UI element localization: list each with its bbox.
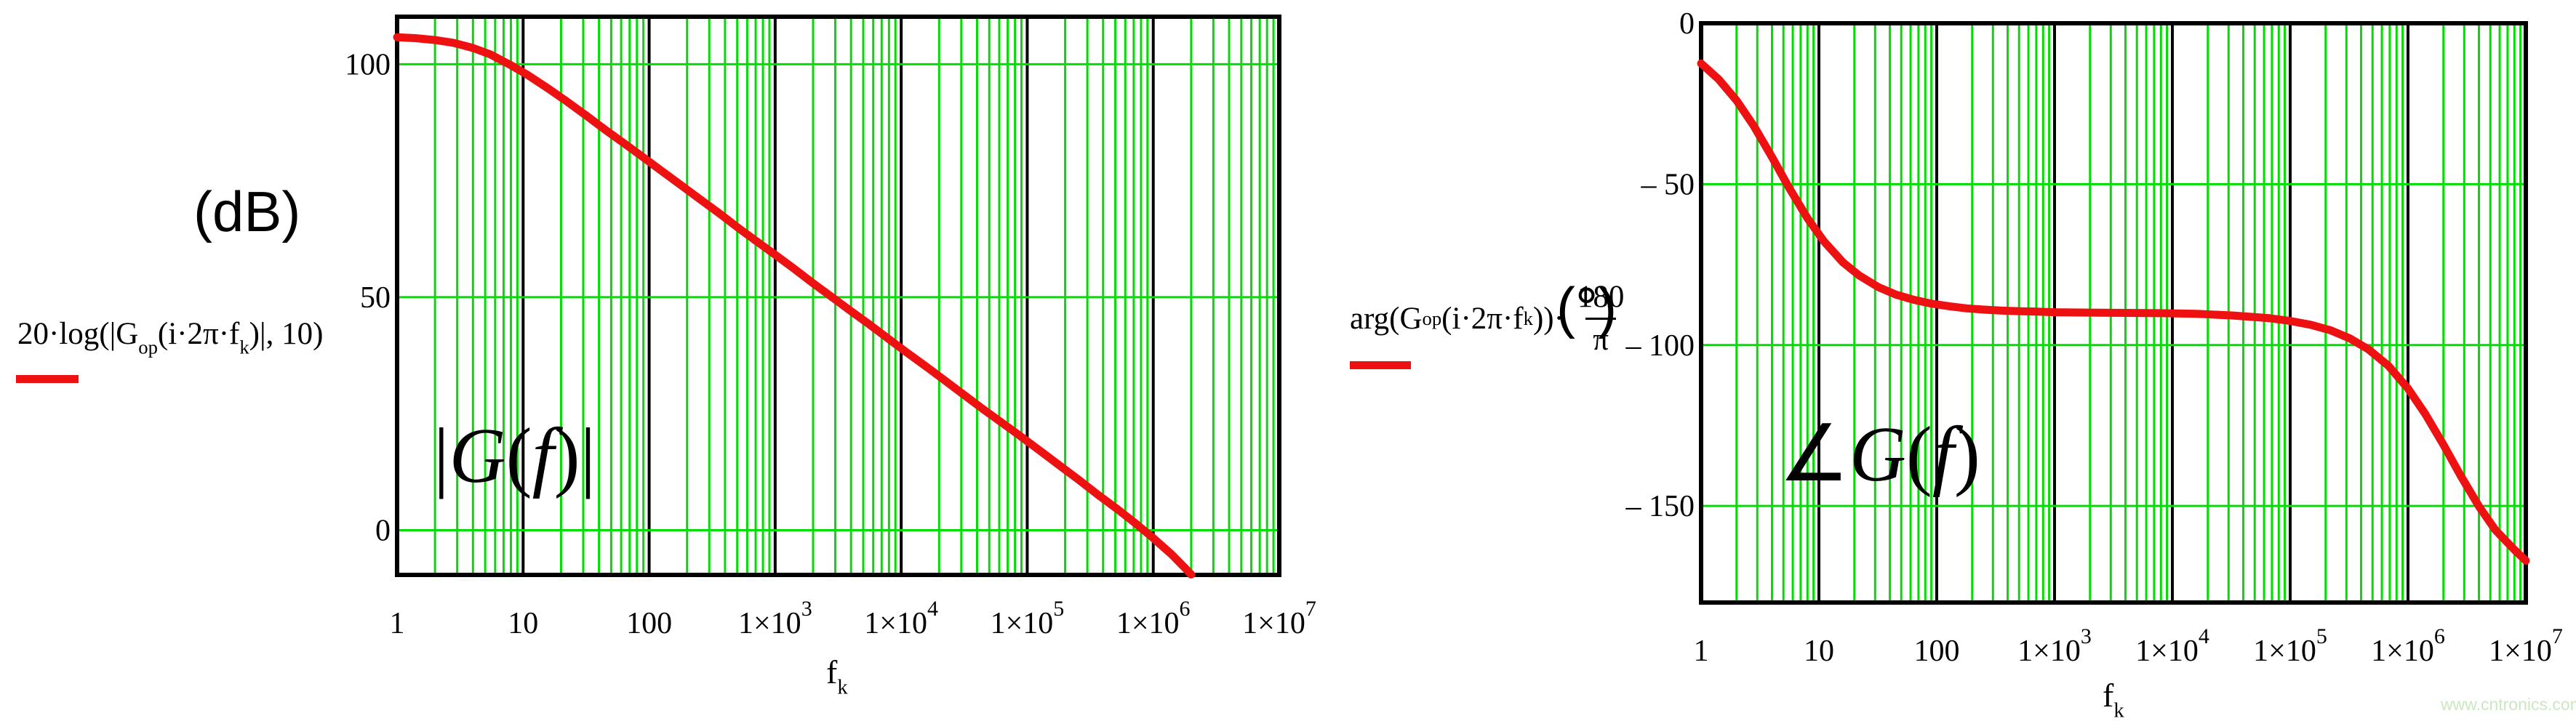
phase-x-tick-label: 1×107: [2489, 624, 2563, 668]
magnitude-y-tick-label: 100: [345, 48, 391, 81]
phase-x-axis-label: fk: [2103, 677, 2124, 721]
phase-y-tick-label: – 150: [1625, 490, 1695, 523]
phase-inner-label: ∠G(f): [1779, 411, 1980, 498]
magnitude-x-tick-label: 1×105: [991, 597, 1065, 640]
magnitude-x-tick-label: 10: [508, 607, 538, 640]
phase-unit-label: (°): [1556, 275, 1617, 339]
phase-x-tick-label: 1×106: [2371, 624, 2445, 668]
magnitude-inner-label: |G(f)|: [433, 413, 596, 499]
phase-legend-formula: arg(G op (i·2π·f k))· 180 π: [1350, 280, 1631, 357]
phase-y-tick-label: – 100: [1625, 329, 1695, 363]
phase-y-tick-label: 0: [1679, 7, 1695, 41]
magnitude-x-tick-label: 1×107: [1242, 597, 1316, 640]
magnitude-x-tick-label: 100: [626, 607, 672, 640]
magnitude-x-tick-label: 1×103: [738, 597, 812, 640]
phase-plot-border: [1699, 21, 2528, 605]
phase-x-tick-label: 1×105: [2253, 624, 2327, 668]
phase-plot: 0 – 50 – 100 – 150 1 10 100 1×103 1×104 1×105 1×10…: [1625, 7, 2563, 668]
magnitude-y-tick-label: 0: [375, 514, 391, 547]
magnitude-x-tick-label: 1: [390, 607, 405, 640]
magnitude-y-tick-label: 50: [360, 281, 391, 315]
phase-x-tick-label: 1×103: [2017, 624, 2092, 668]
phase-y-tick-label: – 50: [1641, 168, 1695, 201]
magnitude-x-tick-label: 1×106: [1116, 597, 1191, 640]
phase-x-tick-label: 1×104: [2135, 624, 2209, 668]
phase-legend-swatch: [1350, 361, 1411, 369]
magnitude-legend-swatch: [16, 375, 79, 383]
phase-x-tick-label: 10: [1804, 635, 1834, 668]
magnitude-x-tick-label: 1×104: [864, 597, 938, 640]
phase-curve: [1697, 59, 2530, 565]
phase-x-tick-label: 1: [1694, 635, 1709, 668]
magnitude-x-axis-label: fk: [826, 653, 848, 699]
phase-x-tick-label: 100: [1914, 635, 1960, 668]
watermark-text: www.cntronics.com: [2441, 695, 2576, 714]
fraction: 180 π: [1577, 280, 1625, 357]
magnitude-unit-label: (dB): [193, 180, 301, 243]
magnitude-curve: [393, 33, 1196, 579]
magnitude-legend-formula: 20·log(|Gop(i·2π·fk)|, 10): [17, 317, 324, 358]
magnitude-plot: 100 50 0 1 10 100 1×103 1×104 1×105 1×106 1×107: [345, 15, 1316, 640]
magnitude-plot-border: [395, 15, 1281, 577]
